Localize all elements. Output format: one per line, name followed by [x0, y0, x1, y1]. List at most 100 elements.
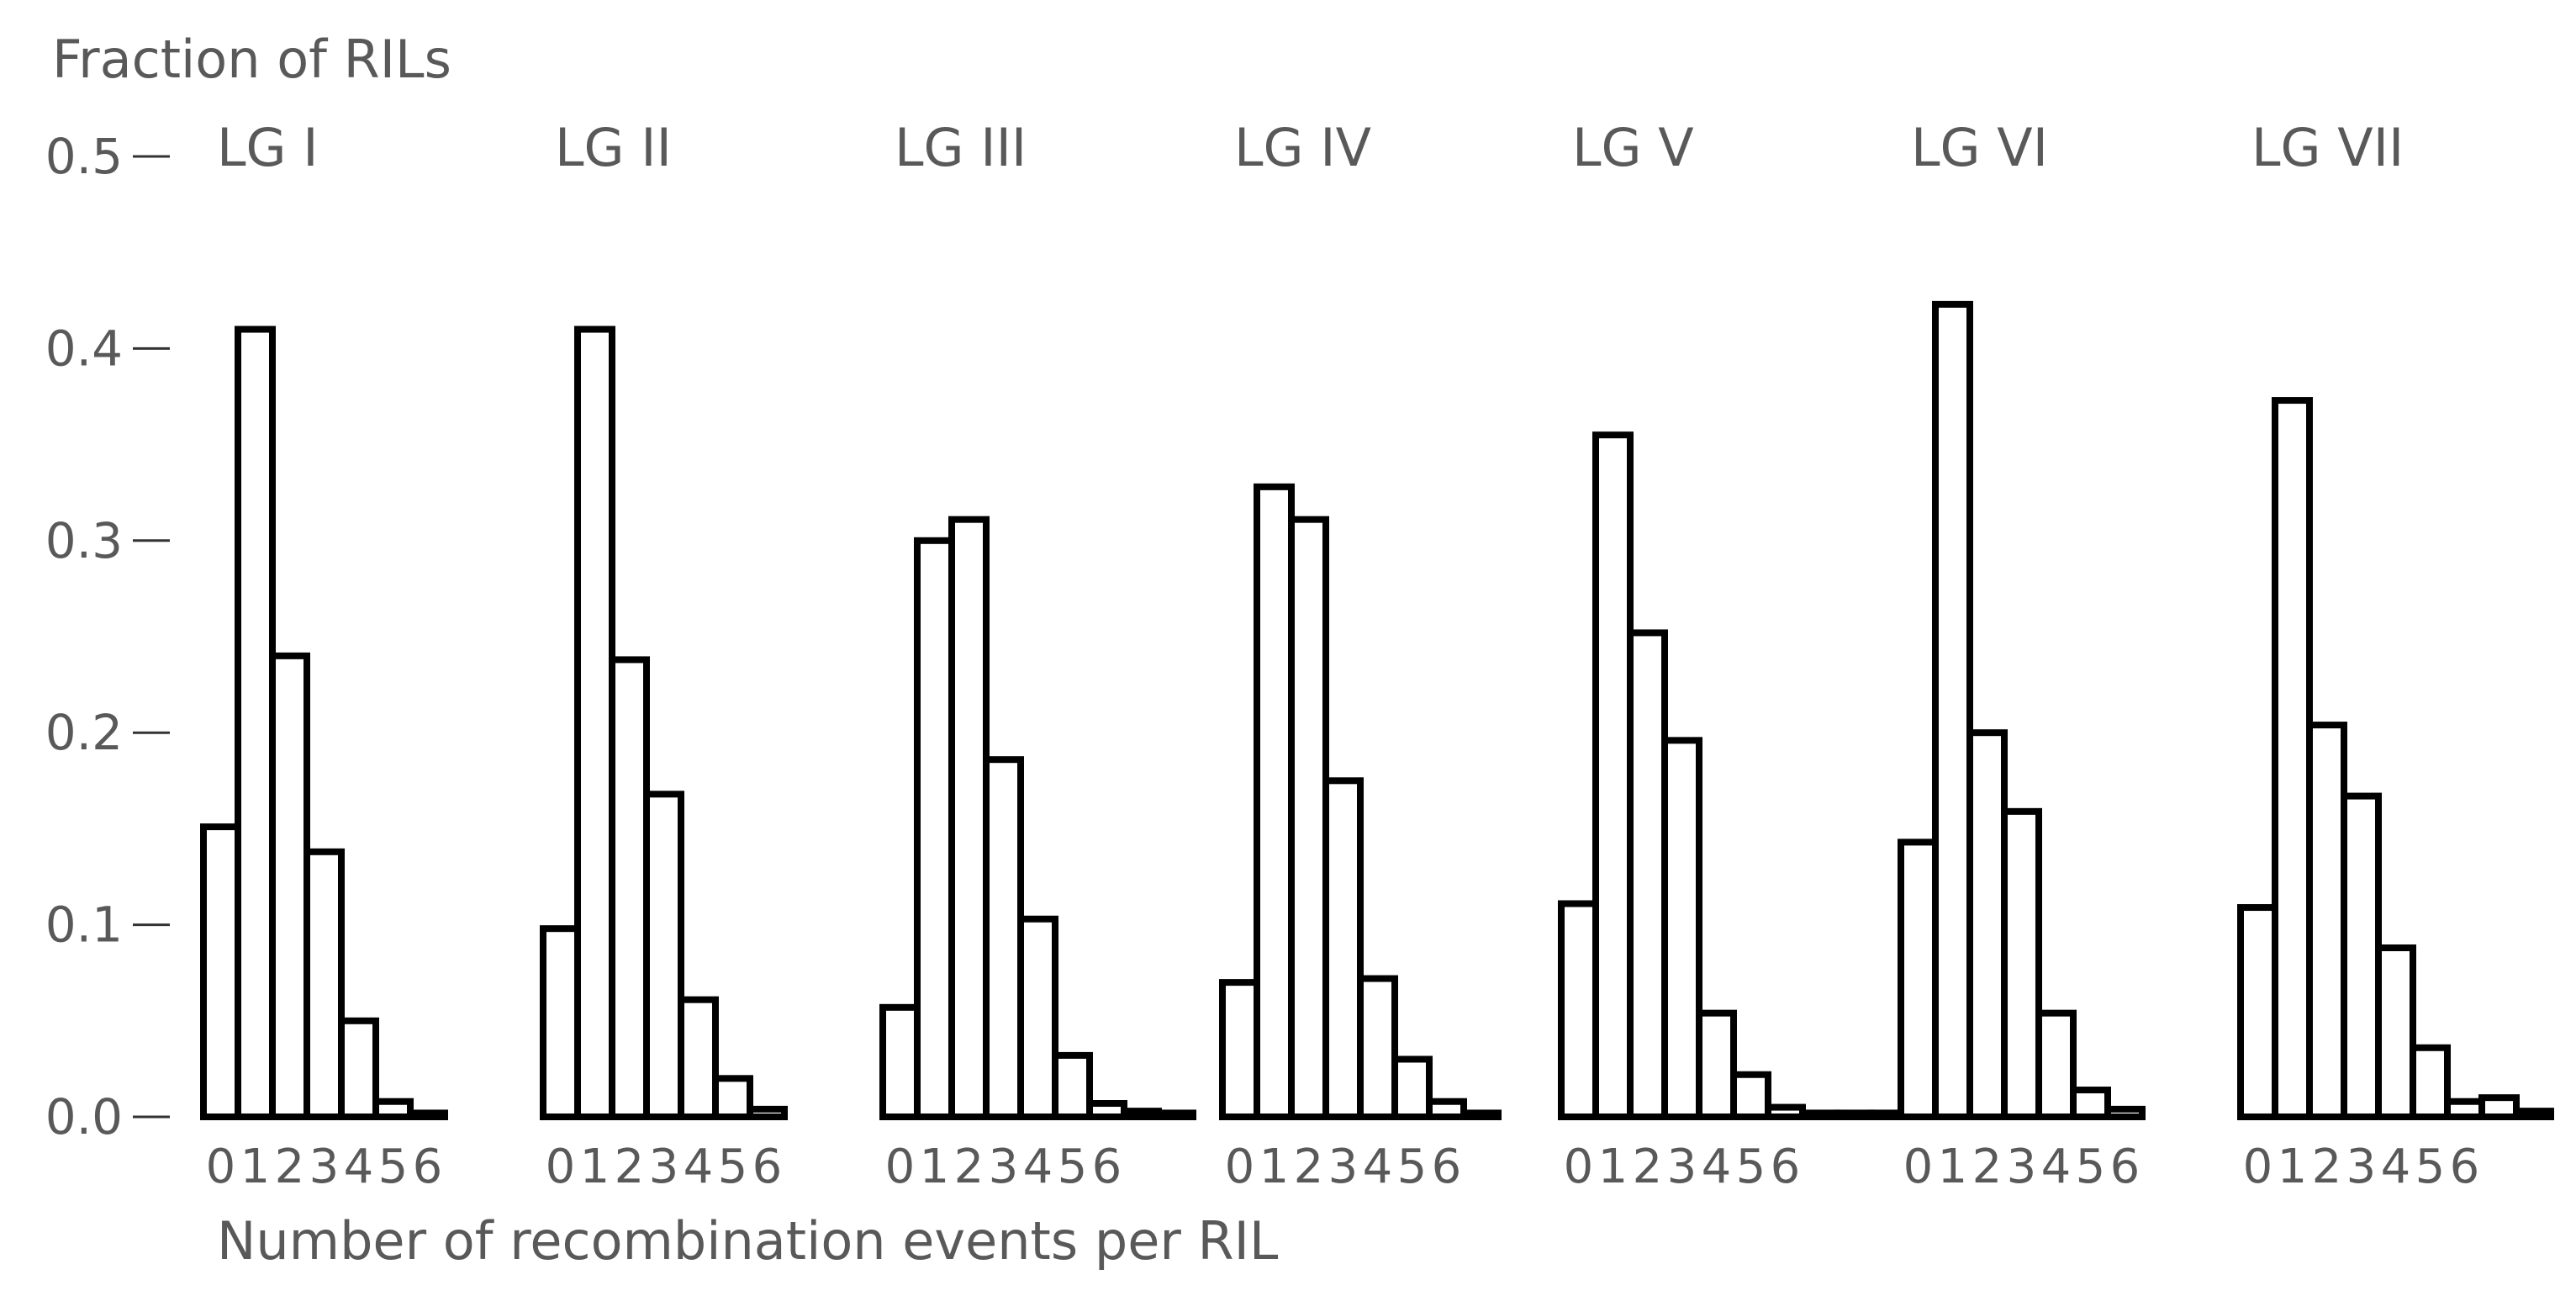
histogram-bar [1558, 900, 1599, 1120]
x-tick-label: 2 [1633, 1140, 1663, 1194]
y-tick-label: 0.0 [45, 1088, 123, 1145]
histogram-bar [2341, 792, 2382, 1121]
histogram-bar [2513, 1108, 2554, 1120]
panel-1: LG I 0 1 2 3 4 5 6 [200, 117, 448, 1194]
histogram-bar [540, 925, 581, 1120]
x-tick-label: 1 [2278, 1140, 2308, 1194]
histogram-bar [609, 656, 650, 1120]
y-tick-label: 0.3 [45, 512, 123, 569]
histogram-bar [2375, 944, 2416, 1121]
x-tick-label: 2 [1294, 1140, 1324, 1194]
x-tick-label: 6 [413, 1140, 443, 1194]
histogram-bar [1426, 1098, 1467, 1121]
panel-7: LG VII 0 1 2 3 4 5 6 [2237, 117, 2554, 1194]
histogram-bar [1460, 1109, 1502, 1121]
x-tick-label: 0 [885, 1140, 916, 1194]
histogram-bar [1898, 838, 1939, 1120]
histogram-bar [1834, 1109, 1875, 1121]
histogram-bar [983, 756, 1024, 1121]
x-axis-title: Number of recombination events per RIL [217, 1210, 1279, 1272]
histogram-bar [2478, 1094, 2520, 1121]
x-tick-label: 5 [1058, 1140, 1088, 1194]
x-tick-label: 3 [989, 1140, 1019, 1194]
x-tick-label: 0 [1564, 1140, 1594, 1194]
x-tick-label: 1 [240, 1140, 271, 1194]
x-tick-label: 6 [752, 1140, 783, 1194]
x-tick-label: 1 [1598, 1140, 1628, 1194]
histogram-bar [2444, 1098, 2485, 1121]
x-tick-label: 2 [275, 1140, 305, 1194]
x-tick-label: 3 [309, 1140, 340, 1194]
y-axis-title: Fraction of RILs [52, 29, 451, 90]
x-tick-label: 6 [1092, 1140, 1122, 1194]
histogram-bar [1254, 483, 1295, 1120]
x-tick-label: 3 [2346, 1140, 2377, 1194]
histogram-bar [1155, 1109, 1196, 1121]
y-tick-label: 0.1 [45, 897, 123, 954]
x-tick-label: 3 [2007, 1140, 2037, 1194]
panel-4: LG IV 0 1 2 3 4 5 6 [1219, 117, 1502, 1194]
histogram-bar [304, 848, 345, 1120]
histogram-bar [2272, 397, 2313, 1120]
histogram-bar [1696, 1009, 1737, 1120]
histogram-bar [1966, 729, 2008, 1120]
x-tick-label: 2 [1972, 1140, 2003, 1194]
histogram-bar [1288, 516, 1329, 1120]
panel-3: LG III 0 1 2 3 4 5 6 [879, 117, 1196, 1194]
histogram-bar [2306, 722, 2347, 1121]
x-tick-label: 0 [546, 1140, 576, 1194]
histogram-bar [1799, 1109, 1840, 1121]
y-axis: 0.0 0.1 0.2 0.3 0.4 0.5 [45, 128, 170, 1145]
panel-title: LG VII [2251, 117, 2404, 178]
x-tick-label: 0 [1225, 1140, 1255, 1194]
x-tick-label: 0 [2243, 1140, 2273, 1194]
x-tick-label: 3 [649, 1140, 679, 1194]
histogram-bar [1661, 737, 1702, 1120]
x-tick-label: 2 [954, 1140, 984, 1194]
histogram-bar [1765, 1103, 1806, 1120]
x-tick-label: 6 [1771, 1140, 1801, 1194]
x-tick-label: 1 [580, 1140, 610, 1194]
y-tick-label: 0.5 [45, 128, 123, 185]
histogram-bar [678, 996, 719, 1121]
x-tick-label: 4 [1363, 1140, 1393, 1194]
histogram-bar [338, 1017, 379, 1121]
x-tick-label: 4 [1023, 1140, 1053, 1194]
x-tick-label: 4 [684, 1140, 714, 1194]
panel-title: LG VI [1911, 117, 2048, 178]
x-tick-label: 6 [2110, 1140, 2141, 1194]
x-tick-label: 1 [1259, 1140, 1290, 1194]
histogram-bar [235, 325, 276, 1120]
histogram-bar [1627, 629, 1668, 1120]
histogram-bar [1730, 1071, 1771, 1120]
x-tick-label: 5 [1397, 1140, 1428, 1194]
x-tick-label: 3 [1667, 1140, 1697, 1194]
histogram-bar [269, 652, 310, 1120]
histogram-bar [914, 537, 955, 1120]
histogram-bar [1052, 1051, 1093, 1120]
x-tick-label: 4 [344, 1140, 374, 1194]
panel-6: LG VI 0 1 2 3 4 5 6 [1898, 117, 2146, 1194]
histogram-bar [1391, 1055, 1433, 1120]
y-tick-label: 0.2 [45, 704, 123, 761]
histogram-bar [1017, 915, 1058, 1121]
histogram-bar [1932, 300, 1973, 1121]
y-tick-label: 0.4 [45, 320, 123, 377]
histogram-bar [372, 1098, 414, 1121]
panel-2: LG II 0 1 2 3 4 5 6 [540, 117, 788, 1194]
histogram-bar [1322, 777, 1364, 1120]
x-tick-label: 0 [1903, 1140, 1934, 1194]
histogram-bar [712, 1075, 753, 1120]
x-tick-label: 5 [1736, 1140, 1766, 1194]
x-tick-label: 1 [1938, 1140, 1968, 1194]
histogram-bar [2237, 904, 2278, 1120]
histogram-bar [1086, 1100, 1127, 1120]
panel-title: LG I [217, 117, 319, 178]
panel-5: LG V 0 1 2 3 4 5 6 [1558, 117, 1909, 1194]
x-tick-label: 2 [2312, 1140, 2342, 1194]
x-tick-label: 4 [2381, 1140, 2411, 1194]
histogram-bar [948, 516, 990, 1120]
panel-title: LG II [555, 117, 672, 178]
histogram-bar [1592, 431, 1634, 1120]
x-tick-label: 4 [2041, 1140, 2072, 1194]
